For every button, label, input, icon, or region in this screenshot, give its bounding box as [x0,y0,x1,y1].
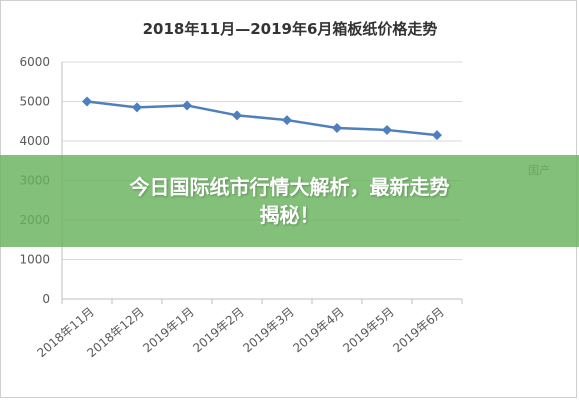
headline-banner[interactable]: 今日国际纸市行情大解析，最新走势 揭秘！ [0,155,579,247]
y-tick-label-6000: 6000 [19,55,50,69]
headline-line-2: 揭秘！ [259,203,320,227]
x-tick-label-5: 2019年4月 [290,305,347,356]
series-layer [82,96,442,141]
y-tick-label-1000: 1000 [19,253,50,267]
data-point-1 [132,102,142,113]
series-line-0 [86,100,438,137]
data-point-6 [382,124,392,135]
x-tick-labels: 2018年11月2018年12月2019年1月2019年2月2019年3月201… [34,305,446,361]
x-tick-label-3: 2019年2月 [190,305,247,356]
data-point-4 [282,115,292,126]
data-point-0 [82,96,92,107]
data-point-5 [332,122,342,133]
data-point-3 [232,110,242,121]
headline-line-1: 今日国际纸市行情大解析，最新走势 [129,175,450,199]
y-tick-label-4000: 4000 [19,134,50,148]
x-tick-label-4: 2019年3月 [240,305,297,356]
data-point-2 [182,100,192,111]
x-tick-label-7: 2019年6月 [390,305,447,356]
x-tick-label-6: 2019年5月 [340,305,397,356]
data-point-7 [432,130,442,141]
x-tick-label-2: 2019年1月 [140,305,197,356]
chart-title: 2018年11月—2019年6月箱板纸价格走势 [143,20,438,38]
y-tick-label-5000: 5000 [19,95,50,109]
y-tick-label-0: 0 [42,292,50,306]
